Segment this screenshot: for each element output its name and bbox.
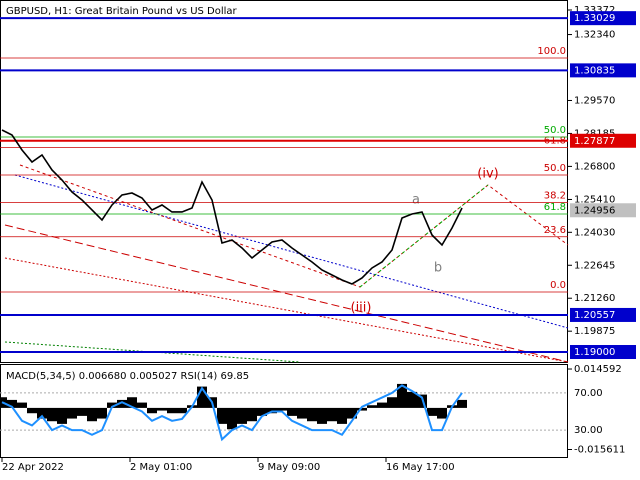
macd-bar [137,402,147,408]
macd-bar [247,407,257,422]
macd-bar [377,402,387,408]
level-label: 1.19000 [574,347,615,358]
macd-bar [37,407,47,419]
y-tick-label: 0.014592 [574,364,622,375]
level-label: 1.33029 [574,13,615,24]
rsi-line [1,384,463,442]
macd-bar [337,407,347,424]
macd-bar [277,407,287,411]
macd-bar [167,407,177,414]
macd-bar [67,407,77,419]
trend-line [4,341,301,363]
macd-bar [397,383,407,408]
fib-label: 61.8 [544,202,566,213]
fib-label: 100.0 [537,46,566,57]
macd-bar [107,402,117,408]
y-tick-label: 1.29570 [574,95,615,106]
macd-bar [417,394,427,408]
x-tick-label: 16 May 17:00 [386,462,455,473]
fib-label: 38.2 [544,191,566,202]
wave-label: (iv) [477,167,498,182]
indicator-pane [0,364,568,458]
macd-bar [327,407,337,422]
y-tick-label: 70.00 [574,388,603,399]
wave-path [19,164,569,288]
macd-bar [197,386,207,408]
level-tag [570,11,636,26]
level-label: 1.30835 [574,65,615,76]
macd-bar [437,407,447,419]
level-tag [570,63,636,78]
macd-bar [127,397,137,408]
macd-bar [387,397,397,408]
trend-line [4,224,569,363]
macd-bar [257,407,267,416]
indicator-label: MACD(5,34,5) 0.006680 0.005027 RSI(14) 6… [6,371,249,382]
level-label: 1.27877 [574,136,615,147]
macd-bar [357,407,367,411]
chart-title: GBPUSD, H1: Great Britain Pound vs US Do… [6,6,238,17]
macd-bar [407,391,417,408]
macd-bar [367,405,377,408]
fib-label: 23.6 [544,225,566,236]
macd-bar [117,399,127,408]
main-pane [0,0,568,363]
wave-label: a [412,193,420,208]
x-tick-label: 2 May 01:00 [130,462,192,473]
macd-bar [237,407,247,424]
level-tag [570,307,636,322]
macd-bar [317,407,327,424]
y-tick-label: -0.015611 [574,445,625,456]
macd-bar [157,407,167,411]
level-label: 1.20557 [574,310,615,321]
fib-label: 0.0 [550,280,566,291]
macd-bar [177,407,187,414]
macd-bar [217,407,227,424]
fib-label: 50.0 [544,163,566,174]
macd-bar [457,399,467,408]
macd-bar [87,407,97,422]
macd-bar [147,407,157,414]
macd-bar [47,407,57,422]
macd-bar [307,407,317,422]
macd-bar [7,399,17,408]
x-tick-label: 22 Apr 2022 [2,462,64,473]
price-line [1,129,463,285]
macd-bar [57,407,67,424]
y-tick-label: 1.19875 [574,326,615,337]
y-tick-label: 1.22645 [574,260,615,271]
macd-bar [347,407,357,419]
wave-label: (iii) [351,301,372,316]
fib-label: 50.0 [544,125,566,136]
level-tag [570,345,636,360]
y-tick-label: 1.26800 [574,161,615,172]
y-tick-label: 30.00 [574,425,603,436]
macd-bar [297,407,307,419]
macd-bar [97,407,107,419]
y-tick-label: 1.24030 [574,227,615,238]
macd-bar [17,402,27,408]
macd-bar [427,407,437,416]
current-price-tag [570,203,636,218]
x-tick-label: 9 May 09:00 [258,462,320,473]
current-price-label: 1.24956 [574,205,615,216]
level-tag [570,133,636,148]
y-tick-label: 1.33372 [574,5,615,16]
y-tick-label: 1.25410 [574,194,615,205]
wave-label: b [434,261,442,276]
macd-bar [77,407,87,416]
trend-line [4,257,569,363]
y-tick-label: 1.21260 [574,293,615,304]
macd-bar [287,407,297,416]
y-tick-label: 1.32340 [574,30,615,41]
macd-bar [27,407,37,414]
macd-bar [227,407,237,430]
